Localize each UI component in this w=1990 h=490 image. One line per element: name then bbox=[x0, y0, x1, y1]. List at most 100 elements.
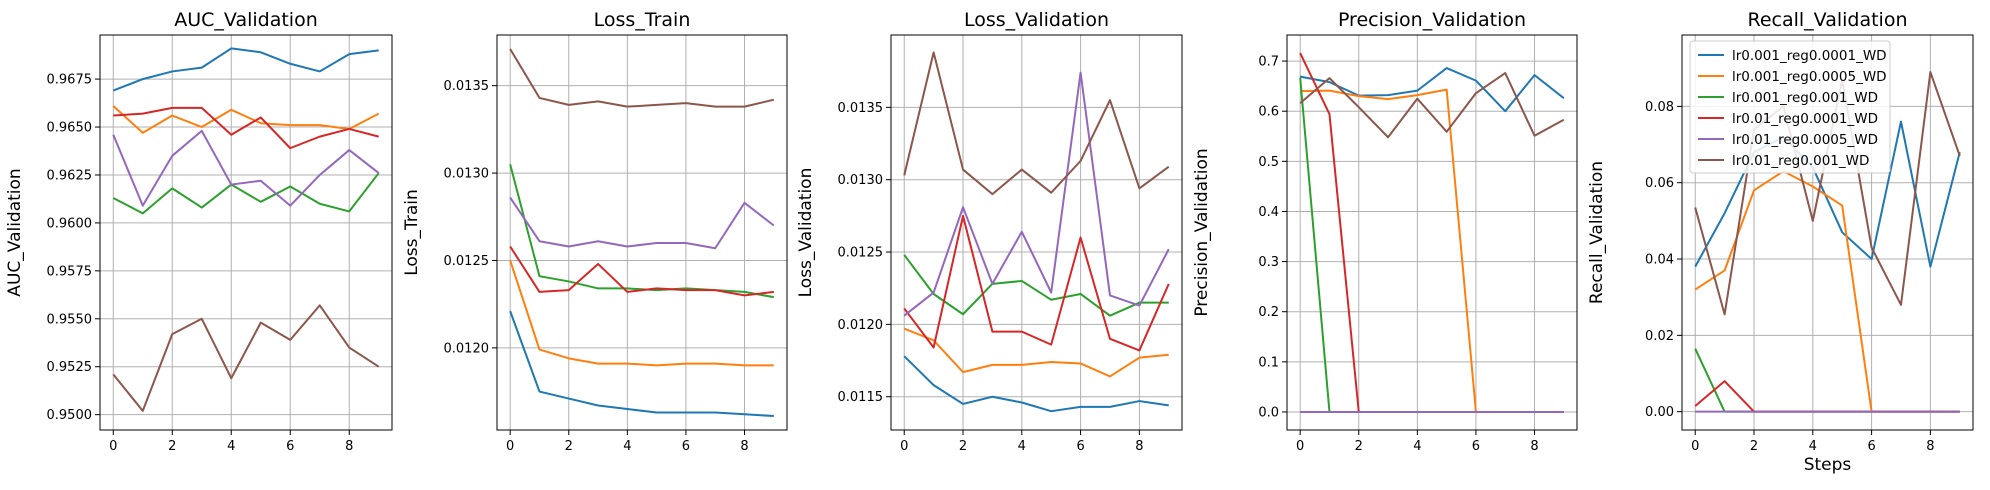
series-line-0 bbox=[112, 47, 379, 92]
series-line-0 bbox=[1299, 67, 1565, 113]
series-line-2 bbox=[903, 254, 1169, 317]
y-tick-label: 0.04 bbox=[1645, 253, 1674, 268]
x-tick-label: 2 bbox=[565, 439, 573, 454]
x-tick-label: 6 bbox=[286, 439, 294, 454]
y-axis-label: AUC_Validation bbox=[5, 168, 25, 296]
x-tick-label: 8 bbox=[345, 439, 353, 454]
y-tick-label: 0.0120 bbox=[444, 341, 490, 356]
x-tick-label: 0 bbox=[109, 439, 117, 454]
chart-title: AUC_Validation bbox=[174, 9, 318, 31]
legend-label: lr0.001_reg0.0001_WD bbox=[1732, 48, 1887, 64]
series-line-4 bbox=[509, 196, 775, 250]
series-line-4 bbox=[112, 129, 380, 207]
chart-panel-2: 0 2 4 6 8 0.0115 0.0120 0.0125 0.0130 0.0135 Loss_… bbox=[796, 9, 1183, 454]
x-tick-label: 2 bbox=[168, 439, 176, 454]
series-line-5 bbox=[509, 48, 775, 108]
x-tick-label: 0 bbox=[1691, 439, 1699, 454]
series-line-1 bbox=[903, 327, 1169, 378]
x-tick-label: 2 bbox=[1750, 439, 1758, 454]
chart-title: Precision_Validation bbox=[1338, 9, 1526, 31]
y-tick-label: 0.02 bbox=[1645, 329, 1674, 344]
y-tick-label: 0.0120 bbox=[838, 318, 884, 333]
y-axis-label: Recall_Validation bbox=[1587, 161, 1607, 304]
y-tick-label: 0.9675 bbox=[47, 73, 93, 88]
y-tick-label: 0.0130 bbox=[838, 173, 884, 188]
chart-title: Recall_Validation bbox=[1747, 9, 1907, 31]
x-tick-label: 4 bbox=[227, 439, 235, 454]
chart-panel-1: 0 2 4 6 8 0.0120 0.0125 0.0130 0.0135 Loss_Train L… bbox=[402, 9, 788, 454]
series-line-2 bbox=[1694, 348, 1960, 413]
chart-panel-3: 0 2 4 6 8 0.0 0.1 0.2 0.3 0.4 0.5 0.6 0.7 Precision_V… bbox=[1192, 9, 1578, 454]
y-tick-label: 0.9525 bbox=[47, 360, 93, 375]
x-tick-label: 2 bbox=[959, 439, 967, 454]
series-line-3 bbox=[903, 214, 1170, 352]
axes-frame bbox=[1681, 34, 1974, 431]
chart-title: Loss_Train bbox=[594, 9, 691, 31]
series-line-2 bbox=[112, 172, 380, 215]
x-tick-label: 8 bbox=[1135, 439, 1143, 454]
series-line-3 bbox=[1299, 52, 1564, 413]
series-line-3 bbox=[113, 106, 379, 150]
x-tick-label: 2 bbox=[1355, 439, 1363, 454]
x-tick-label: 8 bbox=[740, 439, 748, 454]
x-tick-label: 4 bbox=[1018, 439, 1026, 454]
axes-frame bbox=[1286, 34, 1578, 431]
chart-title: Loss_Validation bbox=[964, 9, 1109, 31]
series-line-5 bbox=[1299, 72, 1565, 139]
y-tick-label: 0.0115 bbox=[838, 390, 884, 405]
legend-label: lr0.001_reg0.001_WD bbox=[1732, 90, 1878, 106]
y-tick-label: 0.0125 bbox=[838, 246, 884, 261]
y-tick-label: 0.9600 bbox=[47, 216, 93, 231]
x-tick-label: 0 bbox=[1296, 439, 1304, 454]
x-tick-label: 8 bbox=[1926, 439, 1934, 454]
y-tick-label: 0.3 bbox=[1258, 255, 1279, 270]
legend-box bbox=[1689, 40, 1891, 174]
series-line-1 bbox=[112, 105, 380, 134]
y-tick-label: 0.9575 bbox=[47, 264, 93, 279]
legend-label: lr0.001_reg0.0005_WD bbox=[1732, 69, 1887, 85]
y-tick-label: 0.1 bbox=[1258, 355, 1279, 370]
series-line-1 bbox=[1300, 88, 1564, 413]
y-tick-label: 0.0 bbox=[1258, 405, 1279, 420]
x-tick-label: 4 bbox=[1413, 439, 1421, 454]
axes-frame bbox=[99, 34, 393, 431]
y-tick-label: 0.9625 bbox=[47, 168, 93, 183]
y-axis-label: Loss_Validation bbox=[796, 168, 816, 298]
x-tick-label: 4 bbox=[623, 439, 631, 454]
chart-panel-4: 0 2 4 6 8 0.00 0.02 0.04 0.06 0.08 Recall_Validati… bbox=[1587, 9, 1974, 475]
axes-frame bbox=[890, 34, 1183, 431]
series-line-5 bbox=[112, 304, 380, 412]
axes-frame bbox=[496, 34, 788, 431]
x-tick-label: 6 bbox=[682, 439, 690, 454]
series-line-1 bbox=[1694, 170, 1960, 413]
y-tick-label: 0.06 bbox=[1645, 176, 1674, 191]
y-tick-label: 0.00 bbox=[1645, 405, 1674, 420]
y-tick-label: 0.2 bbox=[1258, 305, 1279, 320]
chart-panel-0: 0 2 4 6 8 0.9500 0.9525 0.9550 0.9575 0.9600 0.962… bbox=[5, 9, 393, 454]
y-axis-label: Loss_Train bbox=[402, 189, 422, 276]
legend-label: lr0.01_reg0.0001_WD bbox=[1732, 111, 1878, 127]
series-line-3 bbox=[1694, 380, 1960, 413]
y-tick-label: 0.4 bbox=[1258, 205, 1279, 220]
legend: lr0.001_reg0.0001_WD lr0.001_reg0.0005_WD… bbox=[1689, 40, 1891, 174]
x-tick-label: 6 bbox=[1076, 439, 1084, 454]
legend-label: lr0.01_reg0.001_WD bbox=[1732, 153, 1869, 169]
y-tick-label: 0.0135 bbox=[838, 101, 884, 116]
series-line-5 bbox=[903, 51, 1170, 196]
x-tick-label: 8 bbox=[1530, 439, 1538, 454]
legend-label: lr0.01_reg0.0005_WD bbox=[1732, 132, 1878, 148]
x-tick-label: 0 bbox=[506, 439, 514, 454]
series-line-2 bbox=[509, 164, 774, 299]
x-tick-label: 6 bbox=[1867, 439, 1875, 454]
series-line-0 bbox=[509, 310, 774, 418]
y-tick-label: 0.0135 bbox=[444, 79, 490, 94]
y-tick-label: 0.9650 bbox=[47, 121, 93, 136]
series-line-1 bbox=[509, 260, 774, 367]
series-line-4 bbox=[903, 71, 1170, 317]
series-line-0 bbox=[903, 355, 1169, 413]
x-axis-label: Steps bbox=[1804, 455, 1852, 475]
x-tick-label: 6 bbox=[1472, 439, 1480, 454]
y-tick-label: 0.08 bbox=[1645, 100, 1674, 115]
y-tick-label: 0.0130 bbox=[444, 167, 490, 182]
